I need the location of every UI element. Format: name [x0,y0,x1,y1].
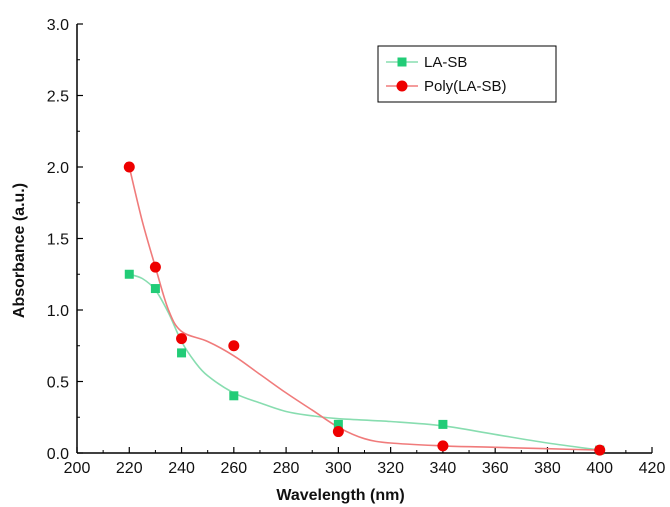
poly-la-sb-point [176,333,188,345]
data-markers [123,161,606,456]
x-tick-label: 200 [64,460,91,477]
y-tick-label: 1.5 [47,232,69,249]
legend-box [377,45,557,103]
y-tick-label: 0.0 [47,446,69,463]
la-sb-point [150,284,160,294]
x-tick-label: 260 [220,460,247,477]
x-tick-label: 300 [325,460,352,477]
la-sb-point [438,419,448,429]
legend: LA-SB Poly(LA-SB) [377,45,557,103]
x-tick-label: 420 [639,460,666,477]
poly-la-sb-point [123,161,135,173]
y-tick-label: 0.5 [47,375,69,392]
x-tick-label: 280 [273,460,300,477]
x-tick-label: 360 [482,460,509,477]
y-tick-label: 3.0 [47,17,69,34]
poly-la-sb-point [149,261,161,273]
legend-la-sb-label: LA-SB [424,54,467,71]
la-sb-fit-line [129,273,600,451]
y-tick-label: 1.0 [47,303,69,320]
axes: 200 220 240 260 280 300 320 340 360 380 400 420 0.0 0… [47,17,666,477]
y-axis-label: Absorbance (a.u.) [11,183,28,318]
x-tick-label: 380 [534,460,561,477]
legend-poly-la-sb-marker [396,80,408,92]
poly-la-sb-point [228,340,240,352]
x-tick-label: 220 [116,460,143,477]
x-axis-label: Wavelength (nm) [276,487,404,504]
y-tick-label: 2.5 [47,89,69,106]
x-tick-label: 320 [377,460,404,477]
poly-la-sb-point [332,426,344,438]
poly-la-sb-point [437,440,449,452]
y-tick-label: 2.0 [47,160,69,177]
la-sb-point [177,348,187,358]
poly-la-sb-fit-line [128,166,600,451]
fit-curves [128,166,600,451]
legend-la-sb-marker [397,57,407,67]
poly-la-sb-point [594,444,606,456]
x-tick-label: 340 [430,460,457,477]
la-sb-point [333,419,343,429]
x-tick-label: 400 [586,460,613,477]
la-sb-point [229,391,239,401]
legend-poly-la-sb-label: Poly(LA-SB) [424,78,507,95]
x-tick-label: 240 [168,460,195,477]
la-sb-point [124,269,134,279]
